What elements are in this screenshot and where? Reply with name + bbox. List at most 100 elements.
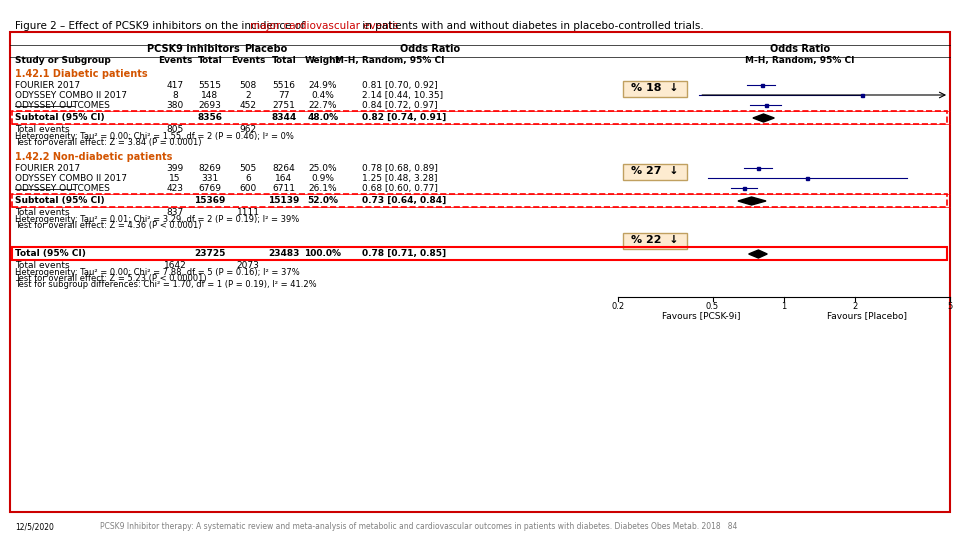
- Text: ODYSSEY OUTCOMES: ODYSSEY OUTCOMES: [15, 101, 109, 110]
- Text: 837: 837: [166, 208, 183, 217]
- Text: 0.82 [0.74, 0.91]: 0.82 [0.74, 0.91]: [362, 113, 446, 122]
- Text: 8344: 8344: [272, 113, 297, 122]
- Text: % 27  ↓: % 27 ↓: [631, 166, 679, 176]
- Text: 8: 8: [172, 91, 178, 100]
- Text: 77: 77: [278, 91, 290, 100]
- Text: 962: 962: [239, 125, 256, 134]
- Text: 2693: 2693: [199, 101, 222, 110]
- Bar: [12, 111, 947, 124]
- Text: 0.2: 0.2: [612, 302, 625, 311]
- FancyBboxPatch shape: [623, 81, 687, 97]
- Text: 505: 505: [239, 164, 256, 173]
- Text: 0.68 [0.60, 0.77]: 0.68 [0.60, 0.77]: [362, 184, 438, 193]
- Text: 1: 1: [781, 302, 786, 311]
- Text: Favours [PCSK-9i]: Favours [PCSK-9i]: [661, 311, 740, 320]
- Text: 8269: 8269: [199, 164, 222, 173]
- Text: 2073: 2073: [236, 261, 259, 270]
- Text: 452: 452: [239, 101, 256, 110]
- Text: 0.81 [0.70, 0.92]: 0.81 [0.70, 0.92]: [362, 81, 438, 90]
- Text: ODYSSEY OUTCOMES: ODYSSEY OUTCOMES: [15, 184, 109, 193]
- Text: 2.14 [0.44, 10.35]: 2.14 [0.44, 10.35]: [362, 91, 444, 100]
- Text: 2751: 2751: [273, 101, 296, 110]
- Text: % 18  ↓: % 18 ↓: [631, 83, 679, 93]
- Text: 380: 380: [166, 101, 183, 110]
- Text: 6: 6: [245, 174, 251, 183]
- Text: Total events: Total events: [15, 208, 70, 217]
- FancyBboxPatch shape: [623, 233, 687, 249]
- Text: Placebo: Placebo: [245, 44, 288, 54]
- Text: 423: 423: [166, 184, 183, 193]
- Text: FOURIER 2017: FOURIER 2017: [15, 81, 80, 90]
- Text: 164: 164: [276, 174, 293, 183]
- Text: 1.42.1 Diabetic patients: 1.42.1 Diabetic patients: [15, 69, 148, 79]
- Text: 399: 399: [166, 164, 183, 173]
- Text: PCSK9 Inhibitor therapy: A systematic review and meta-analysis of metabolic and : PCSK9 Inhibitor therapy: A systematic re…: [100, 522, 737, 531]
- Text: Weight: Weight: [305, 56, 341, 65]
- Text: Events: Events: [157, 56, 192, 65]
- Text: Total events: Total events: [15, 261, 70, 270]
- Text: 0.9%: 0.9%: [311, 174, 334, 183]
- Text: Odds Ratio: Odds Ratio: [400, 44, 460, 54]
- Text: 2: 2: [245, 91, 251, 100]
- Text: 0.78 [0.71, 0.85]: 0.78 [0.71, 0.85]: [362, 249, 446, 258]
- Text: 0.5: 0.5: [706, 302, 719, 311]
- Bar: [12, 247, 947, 260]
- Text: 52.0%: 52.0%: [307, 196, 339, 205]
- Text: 26.1%: 26.1%: [309, 184, 337, 193]
- Text: % 22  ↓: % 22 ↓: [631, 235, 679, 245]
- Text: 0.73 [0.64, 0.84]: 0.73 [0.64, 0.84]: [362, 196, 446, 205]
- Text: 12/5/2020: 12/5/2020: [15, 522, 54, 531]
- Text: Heterogeneity: Tau² = 0.01; Chi² = 3.29, df = 2 (P = 0.19); I² = 39%: Heterogeneity: Tau² = 0.01; Chi² = 3.29,…: [15, 215, 300, 224]
- Text: M-H, Random, 95% CI: M-H, Random, 95% CI: [335, 56, 444, 65]
- Text: 508: 508: [239, 81, 256, 90]
- Text: Test for overall effect: Z = 4.36 (P < 0.0001): Test for overall effect: Z = 4.36 (P < 0…: [15, 221, 202, 230]
- Polygon shape: [749, 250, 767, 258]
- FancyBboxPatch shape: [623, 164, 687, 180]
- Text: Test for overall effect: Z = 3.84 (P = 0.0001): Test for overall effect: Z = 3.84 (P = 0…: [15, 138, 202, 147]
- Text: Odds Ratio: Odds Ratio: [770, 44, 830, 54]
- Text: 417: 417: [166, 81, 183, 90]
- Text: 148: 148: [202, 91, 219, 100]
- Text: 15369: 15369: [194, 196, 226, 205]
- Text: in patients with and without diabetes in placebo-controlled trials.: in patients with and without diabetes in…: [359, 21, 704, 31]
- Text: 0.78 [0.68, 0.89]: 0.78 [0.68, 0.89]: [362, 164, 438, 173]
- Text: Test for overall effect: Z = 5.23 (P < 0.00001): Test for overall effect: Z = 5.23 (P < 0…: [15, 274, 206, 283]
- Text: FOURIER 2017: FOURIER 2017: [15, 164, 80, 173]
- Text: 25.0%: 25.0%: [309, 164, 337, 173]
- Text: 5516: 5516: [273, 81, 296, 90]
- Text: 0.84 [0.72, 0.97]: 0.84 [0.72, 0.97]: [362, 101, 438, 110]
- Text: 0.4%: 0.4%: [312, 91, 334, 100]
- Text: 100.0%: 100.0%: [304, 249, 342, 258]
- Text: Test for subgroup differences: Chi² = 1.70, df = 1 (P = 0.19), I² = 41.2%: Test for subgroup differences: Chi² = 1.…: [15, 280, 317, 289]
- Text: Events: Events: [230, 56, 265, 65]
- Bar: [743, 186, 746, 190]
- Text: Study or Subgroup: Study or Subgroup: [15, 56, 110, 65]
- Text: 1111: 1111: [236, 208, 259, 217]
- Text: 2: 2: [852, 302, 858, 311]
- Bar: [805, 177, 808, 179]
- Text: 5: 5: [948, 302, 952, 311]
- Text: 8356: 8356: [198, 113, 223, 122]
- Bar: [764, 104, 767, 106]
- Bar: [12, 194, 947, 207]
- Polygon shape: [753, 114, 775, 122]
- Text: 805: 805: [166, 125, 183, 134]
- Text: M-H, Random, 95% CI: M-H, Random, 95% CI: [745, 56, 854, 65]
- Text: 600: 600: [239, 184, 256, 193]
- Polygon shape: [738, 197, 766, 205]
- Bar: [756, 166, 760, 170]
- Text: Total: Total: [272, 56, 297, 65]
- Text: Favours [Placebo]: Favours [Placebo]: [827, 311, 907, 320]
- Text: 15: 15: [169, 174, 180, 183]
- Text: Subtotal (95% CI): Subtotal (95% CI): [15, 113, 105, 122]
- Text: 23725: 23725: [194, 249, 226, 258]
- Text: Subtotal (95% CI): Subtotal (95% CI): [15, 196, 105, 205]
- Text: Figure 2 – Effect of PCSK9 inhibitors on the incidence of: Figure 2 – Effect of PCSK9 inhibitors on…: [15, 21, 308, 31]
- Text: 22.7%: 22.7%: [309, 101, 337, 110]
- Text: Total events: Total events: [15, 125, 70, 134]
- Bar: [861, 93, 864, 97]
- Bar: [760, 84, 764, 86]
- Text: Heterogeneity: Tau² = 0.00; Chi² = 1.55, df = 2 (P = 0.46); I² = 0%: Heterogeneity: Tau² = 0.00; Chi² = 1.55,…: [15, 132, 294, 141]
- Text: 6711: 6711: [273, 184, 296, 193]
- Text: PCSK9 inhibitors: PCSK9 inhibitors: [147, 44, 239, 54]
